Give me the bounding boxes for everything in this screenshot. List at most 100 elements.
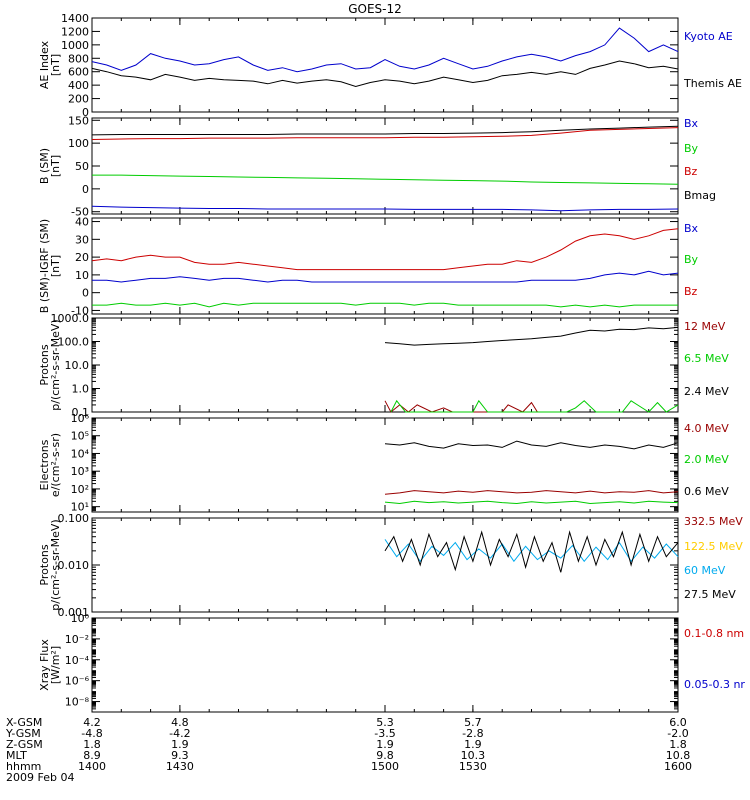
y-axis-label: [nT] xyxy=(49,155,62,177)
series-line xyxy=(91,205,679,212)
y-tick-label: 10⁶ xyxy=(71,412,90,425)
y-tick-label: 0.100 xyxy=(58,512,90,525)
ephemeris-value: 9.8 xyxy=(376,749,394,762)
legend-entry: Bx xyxy=(684,117,699,130)
legend-entry: Bx xyxy=(684,222,699,235)
ephemeris-value: 1530 xyxy=(459,760,487,773)
panel-frame xyxy=(91,317,679,413)
ephemeris-value: 1500 xyxy=(371,760,399,773)
panel-2: -50 0 50 100 150 B (SM)[nT] Bx By Bz Bmag xyxy=(38,114,716,218)
legend-entry: 12 MeV xyxy=(684,320,726,333)
series-line xyxy=(384,539,679,563)
ephemeris-row-label: X-GSM xyxy=(6,716,42,729)
ephemeris-value: 5.3 xyxy=(376,716,394,729)
series-line xyxy=(92,270,679,283)
legend-entry: 4.0 MeV xyxy=(684,422,729,435)
ephemeris-value: 1.9 xyxy=(376,738,394,751)
ephemeris-value: 1.8 xyxy=(669,738,687,751)
y-tick-label: 10⁻⁴ xyxy=(65,654,90,667)
y-axis-label: Xray Flux xyxy=(38,639,51,691)
y-tick-label: 10⁻⁶ xyxy=(65,675,90,688)
series-line xyxy=(91,127,679,140)
series-line xyxy=(384,326,679,346)
legend-entry: 0.05-0.3 nr xyxy=(684,678,745,691)
ephemeris-value: -3.5 xyxy=(374,727,395,740)
ephemeris-row-label: Z-GSM xyxy=(6,738,43,751)
ephemeris-value: 1.9 xyxy=(464,738,482,751)
y-tick-label: 10 xyxy=(75,269,89,282)
panel-frame xyxy=(91,217,679,315)
ephemeris-value: 9.3 xyxy=(171,749,189,762)
panel-frame xyxy=(91,17,679,113)
y-tick-label: 10⁻⁸ xyxy=(65,696,90,709)
legend-entry: 2.0 MeV xyxy=(684,453,729,466)
y-tick-label: 1200 xyxy=(61,25,89,38)
y-tick-label: 10¹ xyxy=(71,501,89,514)
y-tick-label: 30 xyxy=(75,233,89,246)
legend-entry: Themis AE xyxy=(683,77,742,90)
legend-entry: 332.5 MeV xyxy=(684,515,743,528)
legend-entry: Bz xyxy=(684,285,698,298)
ephemeris-value: 4.2 xyxy=(83,716,101,729)
plot-date: 2009 Feb 04 xyxy=(6,771,74,784)
y-tick-label: 150 xyxy=(68,114,89,127)
y-tick-label: 10⁵ xyxy=(71,430,89,443)
y-tick-label: 1400 xyxy=(61,12,89,25)
series-line xyxy=(91,60,679,88)
panel-7: 10⁻⁸ 10⁻⁶ 10⁻⁴ 10⁻² 10⁰ Xray Flux[W/m²] 0.1-0.… xyxy=(38,612,745,713)
ephemeris-value: 8.9 xyxy=(83,749,101,762)
y-tick-label: -50 xyxy=(71,206,89,219)
legend-entry: 2.4 MeV xyxy=(684,385,729,398)
y-axis-label: [W/m²] xyxy=(49,646,62,684)
y-tick-label: 200 xyxy=(68,93,89,106)
legend-entry: Bz xyxy=(684,165,698,178)
y-axis-label: B (SM) xyxy=(38,148,51,184)
legend-entry: 27.5 MeV xyxy=(684,588,736,601)
ephemeris-value: 1.8 xyxy=(83,738,101,751)
series-line xyxy=(92,302,678,308)
ephemeris-value: -2.0 xyxy=(667,727,688,740)
series-line xyxy=(384,500,679,505)
series-line xyxy=(91,228,679,271)
y-tick-label: 50 xyxy=(75,160,89,173)
y-tick-label: 100 xyxy=(68,137,89,150)
ephemeris-value: 1430 xyxy=(166,760,194,773)
ephemeris-value: 1400 xyxy=(78,760,106,773)
panel-4: 0.1 1.0 10.0 100.0 1000.0 Protonsp/(cm²-s-sr-… xyxy=(38,312,729,419)
y-axis-label: AE Index xyxy=(38,40,51,89)
y-tick-label: 1000.0 xyxy=(51,312,90,325)
y-tick-label: 0 xyxy=(82,106,89,119)
y-tick-label: 0 xyxy=(82,287,89,300)
ephemeris-value: 1600 xyxy=(664,760,692,773)
ephemeris-value: 5.7 xyxy=(464,716,482,729)
y-tick-label: 0.010 xyxy=(58,559,90,572)
y-axis-label: Electrons xyxy=(38,439,51,490)
legend-entry: By xyxy=(684,253,699,266)
y-tick-label: 10⁻² xyxy=(65,633,89,646)
y-axis-label: B (SM)-IGRF (SM) xyxy=(38,219,51,313)
ephemeris-row-label: hhmm xyxy=(6,760,41,773)
panel-frame xyxy=(91,617,679,713)
ephemeris-value: 1.9 xyxy=(171,738,189,751)
legend-entry: By xyxy=(684,142,699,155)
ephemeris-value: 4.8 xyxy=(171,716,189,729)
series-line xyxy=(390,399,679,413)
ephemeris-value: 10.8 xyxy=(666,749,691,762)
y-tick-label: 10² xyxy=(71,483,89,496)
y-tick-label: 600 xyxy=(68,66,89,79)
y-tick-label: 10³ xyxy=(71,465,89,478)
y-axis-label: Protons xyxy=(38,344,51,385)
y-tick-label: 400 xyxy=(68,79,89,92)
y-tick-label: 0 xyxy=(82,183,89,196)
series-line xyxy=(384,440,679,450)
y-tick-label: 20 xyxy=(75,251,89,264)
y-axis-label: p/(cm²-s-sr-MeV) xyxy=(49,319,62,410)
plot-title: GOES-12 xyxy=(348,2,402,16)
panel-frame xyxy=(91,417,679,513)
panel-3: -10 0 10 20 30 40 B (SM)-IGRF (SM)[nT] Bx By Bz xyxy=(38,216,699,318)
y-tick-label: 40 xyxy=(75,216,89,229)
ephemeris-value: -4.2 xyxy=(169,727,190,740)
